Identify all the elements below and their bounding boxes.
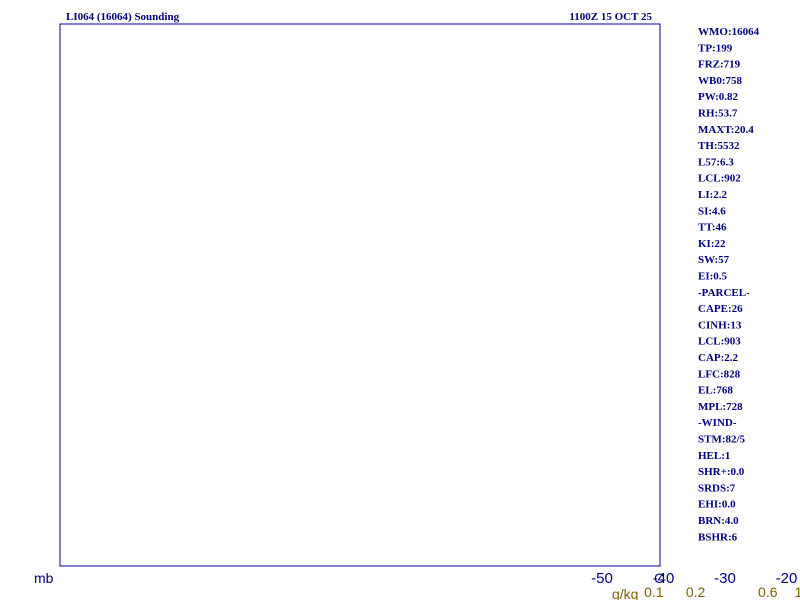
index-value: TT:46 <box>698 222 727 234</box>
index-value: CINH:13 <box>698 319 742 331</box>
index-value: LI:2.2 <box>698 189 728 201</box>
index-value: PW:0.82 <box>698 91 739 103</box>
index-value: L57:6.3 <box>698 156 734 168</box>
index-value: CAP:2.2 <box>698 352 739 364</box>
mixing-ratio-tick-label: 0.6 <box>758 584 778 600</box>
mixing-ratio-tick-label: 1.0 <box>794 584 800 600</box>
index-value: RH:53.7 <box>698 108 738 120</box>
index-value: MAXT:20.4 <box>698 124 754 136</box>
index-value: WMO:16064 <box>698 26 760 38</box>
index-value: KI:22 <box>698 238 726 250</box>
pressure-unit-label: mb <box>34 570 54 586</box>
index-value: FRZ:719 <box>698 59 741 71</box>
index-value: SW:57 <box>698 254 730 266</box>
axis-labels: 100200300400500600700800900100016280 m13… <box>591 570 800 600</box>
index-value: SRDS:7 <box>698 482 736 494</box>
temperature-tick-label: -30 <box>714 570 736 587</box>
indices-panel: WMO:16064 TP:199 FRZ:719 WB0:758 PW:0.82 RH:5… <box>698 26 760 543</box>
temperature-unit-label: C <box>654 570 664 586</box>
index-value: LCL:902 <box>698 173 741 185</box>
index-value: CAPE:26 <box>698 303 743 315</box>
index-value: SI:4.6 <box>698 205 726 217</box>
temperature-tick-label: -50 <box>591 570 613 587</box>
index-value: -PARCEL- <box>698 287 750 299</box>
index-value: MPL:728 <box>698 401 743 413</box>
index-value: WB0:758 <box>698 75 743 87</box>
mixing-ratio-unit-label: g/kg <box>612 586 638 600</box>
chart-datetime: 1100Z 15 OCT 25 <box>569 11 652 23</box>
index-value: TH:5532 <box>698 140 740 152</box>
index-value: EI:0.5 <box>698 271 728 283</box>
index-value: EL:768 <box>698 385 733 397</box>
index-value: HEL:1 <box>698 450 730 462</box>
mixing-ratio-tick-label: 0.2 <box>686 584 706 600</box>
chart-title: LI064 (16064) Sounding <box>66 11 180 23</box>
index-value: SHR+:0.0 <box>698 466 745 478</box>
index-value: BRN:4.0 <box>698 515 739 527</box>
mixing-ratio-tick-label: 0.1 <box>644 584 664 600</box>
index-value: EHI:0.0 <box>698 499 736 511</box>
index-value: LCL:903 <box>698 336 741 348</box>
index-value: STM:82/5 <box>698 434 746 446</box>
index-value: BSHR:6 <box>698 531 738 543</box>
index-value: LFC:828 <box>698 368 741 380</box>
temperature-tick-label: -20 <box>776 570 798 587</box>
temperature-tick-label: -40 <box>653 570 675 587</box>
plot-frame <box>59 23 661 567</box>
index-value: TP:199 <box>698 42 733 54</box>
index-value: -WIND- <box>698 417 737 429</box>
